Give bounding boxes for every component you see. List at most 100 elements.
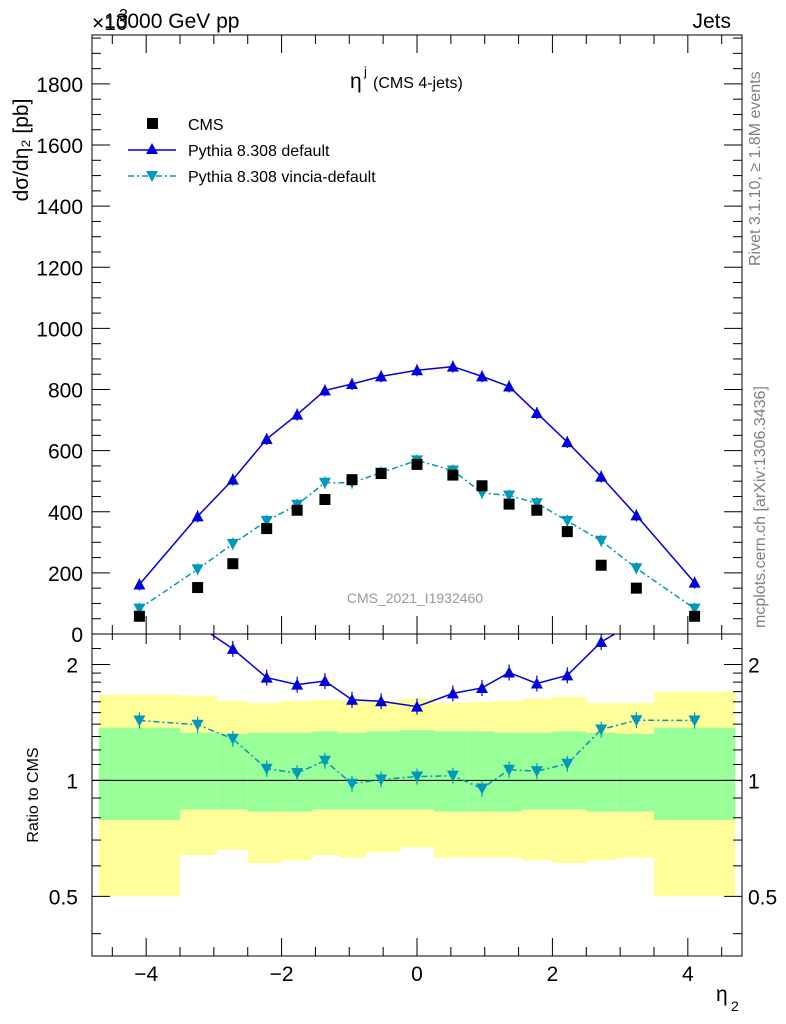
series-default-point [133, 578, 146, 590]
ratio-tick-label-left: 2 [66, 654, 78, 677]
series-default-point [476, 370, 488, 382]
series-default-point [191, 510, 204, 522]
series-vincia-point [191, 564, 204, 576]
main-series-group [133, 360, 701, 622]
ratio-vincia-point [630, 715, 643, 727]
ratio-tick-label-right: 2 [748, 654, 760, 677]
series-default-point [411, 364, 423, 376]
x-tick-label: 2 [547, 963, 559, 986]
cms-data-point [227, 558, 239, 570]
legend-default-marker [146, 143, 158, 154]
y-exponent-power: 3 [119, 7, 128, 24]
plot-title-sup: j [363, 64, 367, 79]
ratio-band-inner [180, 732, 218, 810]
x-tick-label: 0 [411, 963, 423, 986]
ratio-vincia-point [561, 758, 574, 770]
legend-default-label: Pythia 8.308 default [188, 143, 330, 160]
legend: CMS Pythia 8.308 default Pythia 8.308 vi… [128, 117, 376, 186]
series-vincia-point [530, 498, 543, 510]
series-vincia-point [226, 538, 239, 550]
series-vincia-point [630, 563, 643, 575]
ratio-vincia-point [411, 771, 423, 783]
series-default-point [595, 470, 608, 482]
series-default-point [226, 473, 239, 485]
ratio-default-point [192, 619, 204, 630]
ratio-default-point [411, 700, 423, 712]
ratio-default-point [260, 671, 273, 683]
series-vincia-point [688, 603, 701, 615]
cms-data-point [630, 582, 642, 594]
series-default-point [318, 384, 331, 396]
ratio-vincia-point [191, 719, 204, 731]
series-vincia-point [503, 490, 516, 502]
y-exponent-times: ×10 [92, 12, 128, 35]
y-tick-label: 200 [48, 563, 83, 586]
y-tick-label: 0 [71, 624, 83, 647]
ratio-band-inner [339, 732, 367, 810]
ratio-vincia-point [260, 763, 273, 775]
ratio-band-inner [552, 731, 587, 810]
ratio-default-point [375, 695, 388, 707]
ratio-band-inner [312, 731, 340, 810]
side-label-rivet: Rivet 3.1.10, ≥ 1.8M events [747, 71, 764, 266]
cms-data-point [346, 474, 358, 486]
ratio-tick-label-right: 0.5 [748, 886, 777, 909]
ratio-vincia-point [291, 768, 304, 780]
series-default-point [260, 433, 273, 445]
ratio-vincia-point [476, 783, 488, 795]
x-axis-label-sub: 2 [731, 998, 739, 1014]
series-vincia-point [318, 477, 331, 489]
ratio-y-axis-label: Ratio to CMS [25, 747, 42, 842]
ratio-default-point [346, 693, 358, 705]
series-default-point [530, 407, 543, 419]
series-layer [133, 360, 701, 797]
plot-title-eta: η [350, 70, 362, 93]
series-default-point [446, 360, 459, 372]
cms-data-point [319, 494, 331, 506]
series-default-point [375, 370, 388, 382]
header-right: Jets [692, 10, 731, 33]
ratio-default-point [595, 635, 608, 647]
series-default-point [503, 380, 516, 392]
series-default-point [630, 509, 643, 521]
cms-data-point [561, 526, 573, 538]
y-tick-label: 1200 [36, 257, 83, 280]
ratio-tick-label-left: 0.5 [49, 886, 78, 909]
axis-ticks: −4 −2 0 2 4 0 200 400 600 800 1000 1200 1400 1600 1800… [36, 35, 777, 986]
ratio-vincia-point [375, 774, 388, 786]
cms-data-point [503, 498, 515, 510]
series-vincia-point [133, 603, 146, 615]
series-vincia-line [138, 459, 696, 610]
ratio-tick-label-left: 1 [66, 770, 78, 793]
y-tick-label: 600 [48, 441, 83, 464]
ratio-band-inner [616, 733, 654, 812]
ratio-series-group [133, 615, 701, 797]
series-default-point [291, 408, 304, 420]
legend-vincia-label: Pythia 8.308 vincia-default [188, 169, 376, 186]
ratio-band-inner [247, 732, 282, 812]
series-default-point [688, 576, 701, 588]
legend-cms-label: CMS [188, 117, 224, 134]
series-default-point [561, 436, 574, 448]
x-axis-label: η [716, 983, 728, 1006]
ratio-default-point [503, 666, 516, 678]
ratio-vincia-point [318, 755, 331, 767]
ratio-default-point [291, 678, 304, 690]
ratio-default-point [630, 615, 642, 626]
ratio-vincia-point [346, 778, 358, 790]
cms-data-point [595, 559, 607, 571]
series-vincia-point [595, 535, 608, 547]
cms-data-point [411, 458, 423, 470]
cms-data-point [531, 504, 543, 516]
ratio-default-point [318, 675, 331, 687]
cms-data-point [375, 468, 387, 480]
analysis-watermark: CMS_2021_I1932460 [347, 590, 483, 606]
cms-data-point [291, 504, 303, 516]
ratio-default-point [561, 669, 574, 681]
y-tick-label: 1400 [36, 196, 83, 219]
ratio-default-point [476, 681, 488, 693]
header-left: 13000 GeV pp [104, 10, 239, 33]
ratio-vincia-point [503, 764, 516, 776]
y-tick-label: 1000 [36, 318, 83, 341]
